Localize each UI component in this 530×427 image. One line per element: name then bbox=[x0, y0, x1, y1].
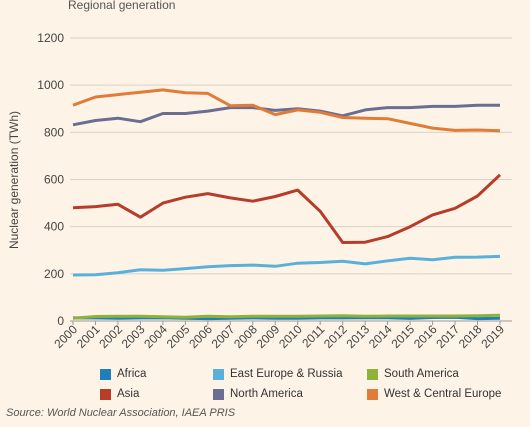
y-tick-label: 1000 bbox=[37, 78, 64, 92]
series-line-asia bbox=[72, 173, 502, 244]
grid-lines bbox=[70, 37, 512, 322]
x-tick-label: 2002 bbox=[96, 322, 125, 351]
y-tick-label: 400 bbox=[44, 220, 64, 234]
legend-label: South America bbox=[384, 368, 459, 380]
legend-item: South America bbox=[367, 368, 507, 380]
x-tick-label: 2010 bbox=[276, 322, 305, 351]
legend-swatch bbox=[100, 368, 111, 380]
y-tick-label: 1200 bbox=[37, 31, 64, 45]
series-line-south-america bbox=[72, 313, 501, 320]
y-tick-label: 0 bbox=[57, 314, 64, 328]
x-tick-label: 2016 bbox=[411, 322, 440, 351]
series-line-west-central-europe bbox=[72, 88, 501, 133]
legend-swatch bbox=[213, 368, 224, 380]
x-tick-label: 2017 bbox=[433, 322, 462, 351]
legend-item: Asia bbox=[100, 388, 213, 400]
legend-label: East Europe & Russia bbox=[230, 368, 343, 380]
x-tick-label: 2007 bbox=[209, 322, 238, 351]
x-tick-label: 2012 bbox=[321, 322, 350, 351]
legend-label: North America bbox=[230, 388, 303, 400]
legend-label: Asia bbox=[117, 388, 140, 400]
x-tick-label: 2003 bbox=[119, 322, 148, 351]
legend: Africa East Europe & Russia South America A… bbox=[100, 368, 520, 400]
y-tick-label: 600 bbox=[44, 173, 64, 187]
y-tick-label: 200 bbox=[44, 267, 64, 281]
series-line-east-europe-russia bbox=[72, 254, 501, 277]
x-tick-label: 2013 bbox=[343, 322, 372, 351]
legend-item: North America bbox=[213, 388, 367, 400]
y-tick-labels: 0 200 400 600 800 1000 1200 bbox=[37, 31, 64, 328]
series-lines bbox=[72, 88, 502, 321]
x-tick-label: 2019 bbox=[478, 322, 507, 351]
legend-item: Africa bbox=[100, 368, 213, 380]
x-tick-label: 2000 bbox=[51, 322, 80, 351]
source-note: Source: World Nuclear Association, IAEA … bbox=[6, 407, 236, 419]
x-tick-label: 2001 bbox=[74, 322, 103, 351]
legend-swatch bbox=[100, 388, 111, 400]
legend-swatch bbox=[367, 388, 378, 400]
x-tick-label: 2006 bbox=[186, 322, 215, 351]
x-tick-label: 2018 bbox=[456, 322, 485, 351]
legend-label: West & Central Europe bbox=[384, 388, 502, 400]
x-tick-label: 2004 bbox=[141, 322, 170, 351]
legend-item: West & Central Europe bbox=[367, 388, 507, 400]
x-tick-label: 2011 bbox=[299, 322, 327, 350]
x-tick-label: 2014 bbox=[366, 322, 395, 351]
y-axis-title: Nuclear generation (TWh) bbox=[7, 111, 21, 249]
legend-label: Africa bbox=[117, 368, 147, 380]
legend-swatch bbox=[213, 388, 224, 400]
x-tick-label: 2015 bbox=[388, 322, 417, 351]
y-tick-label: 800 bbox=[44, 125, 64, 139]
chart-subtitle: Regional generation bbox=[68, 0, 176, 12]
legend-item: East Europe & Russia bbox=[213, 368, 367, 380]
legend-swatch bbox=[367, 368, 378, 380]
series-line-north-america bbox=[72, 103, 500, 127]
x-tick-label: 2008 bbox=[231, 322, 260, 351]
x-tick-label: 2009 bbox=[254, 322, 283, 351]
x-tick-label: 2005 bbox=[164, 322, 193, 351]
x-tick-labels: 2000200120022003200420052006200720082009… bbox=[51, 321, 507, 351]
